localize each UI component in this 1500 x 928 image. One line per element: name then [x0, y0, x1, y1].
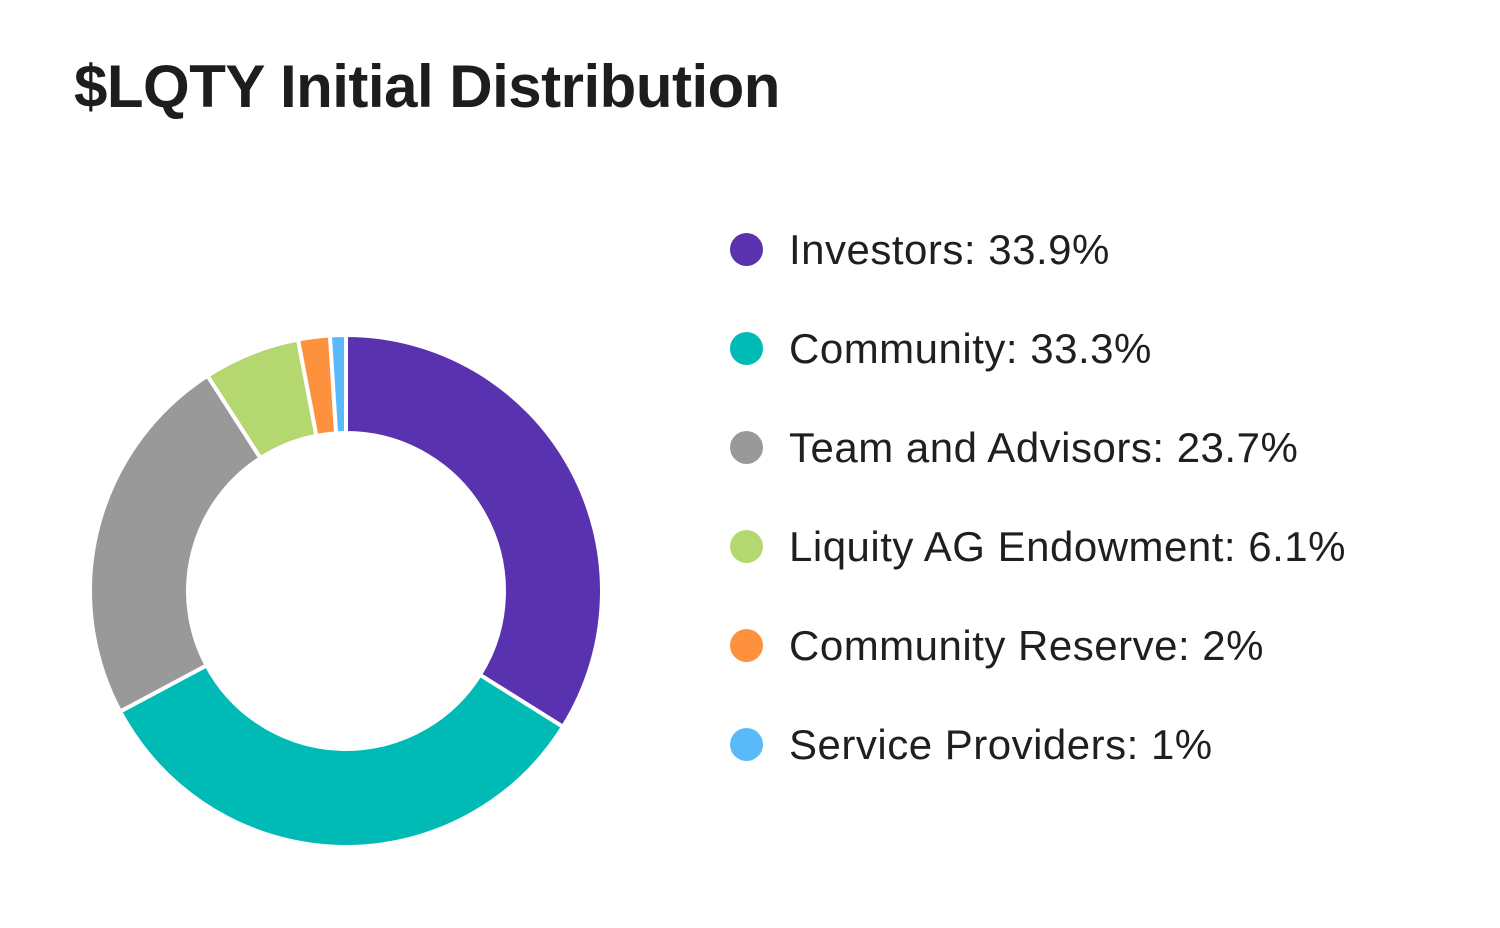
legend-label: Service Providers: 1% — [789, 720, 1213, 768]
donut-chart — [88, 333, 604, 849]
legend-label: Community: 33.3% — [789, 324, 1152, 372]
legend-item-team-and-advisors[interactable]: Team and Advisors: 23.7% — [730, 398, 1346, 497]
legend-label: Community Reserve: 2% — [789, 621, 1264, 669]
legend-label: Investors: 33.9% — [789, 225, 1110, 273]
legend-item-community-reserve[interactable]: Community Reserve: 2% — [730, 596, 1346, 695]
legend-item-community[interactable]: Community: 33.3% — [730, 299, 1346, 398]
legend-item-service-providers[interactable]: Service Providers: 1% — [730, 695, 1346, 794]
chart-title: $LQTY Initial Distribution — [74, 53, 780, 120]
slice-team-and-advisors[interactable] — [88, 373, 263, 714]
legend-dot-icon — [730, 530, 763, 563]
legend-dot-icon — [730, 431, 763, 464]
legend-item-investors[interactable]: Investors: 33.9% — [730, 200, 1346, 299]
legend-label: Team and Advisors: 23.7% — [789, 423, 1299, 471]
slice-community[interactable] — [118, 663, 566, 849]
legend-dot-icon — [730, 233, 763, 266]
chart-legend: Investors: 33.9% Community: 33.3% Team and… — [730, 200, 1346, 794]
legend-dot-icon — [730, 332, 763, 365]
legend-dot-icon — [730, 728, 763, 761]
legend-item-liquity-ag-endowment[interactable]: Liquity AG Endowment: 6.1% — [730, 497, 1346, 596]
legend-dot-icon — [730, 629, 763, 662]
slice-service-providers[interactable] — [327, 333, 348, 436]
legend-label: Liquity AG Endowment: 6.1% — [789, 522, 1346, 570]
slice-investors[interactable] — [344, 333, 604, 729]
